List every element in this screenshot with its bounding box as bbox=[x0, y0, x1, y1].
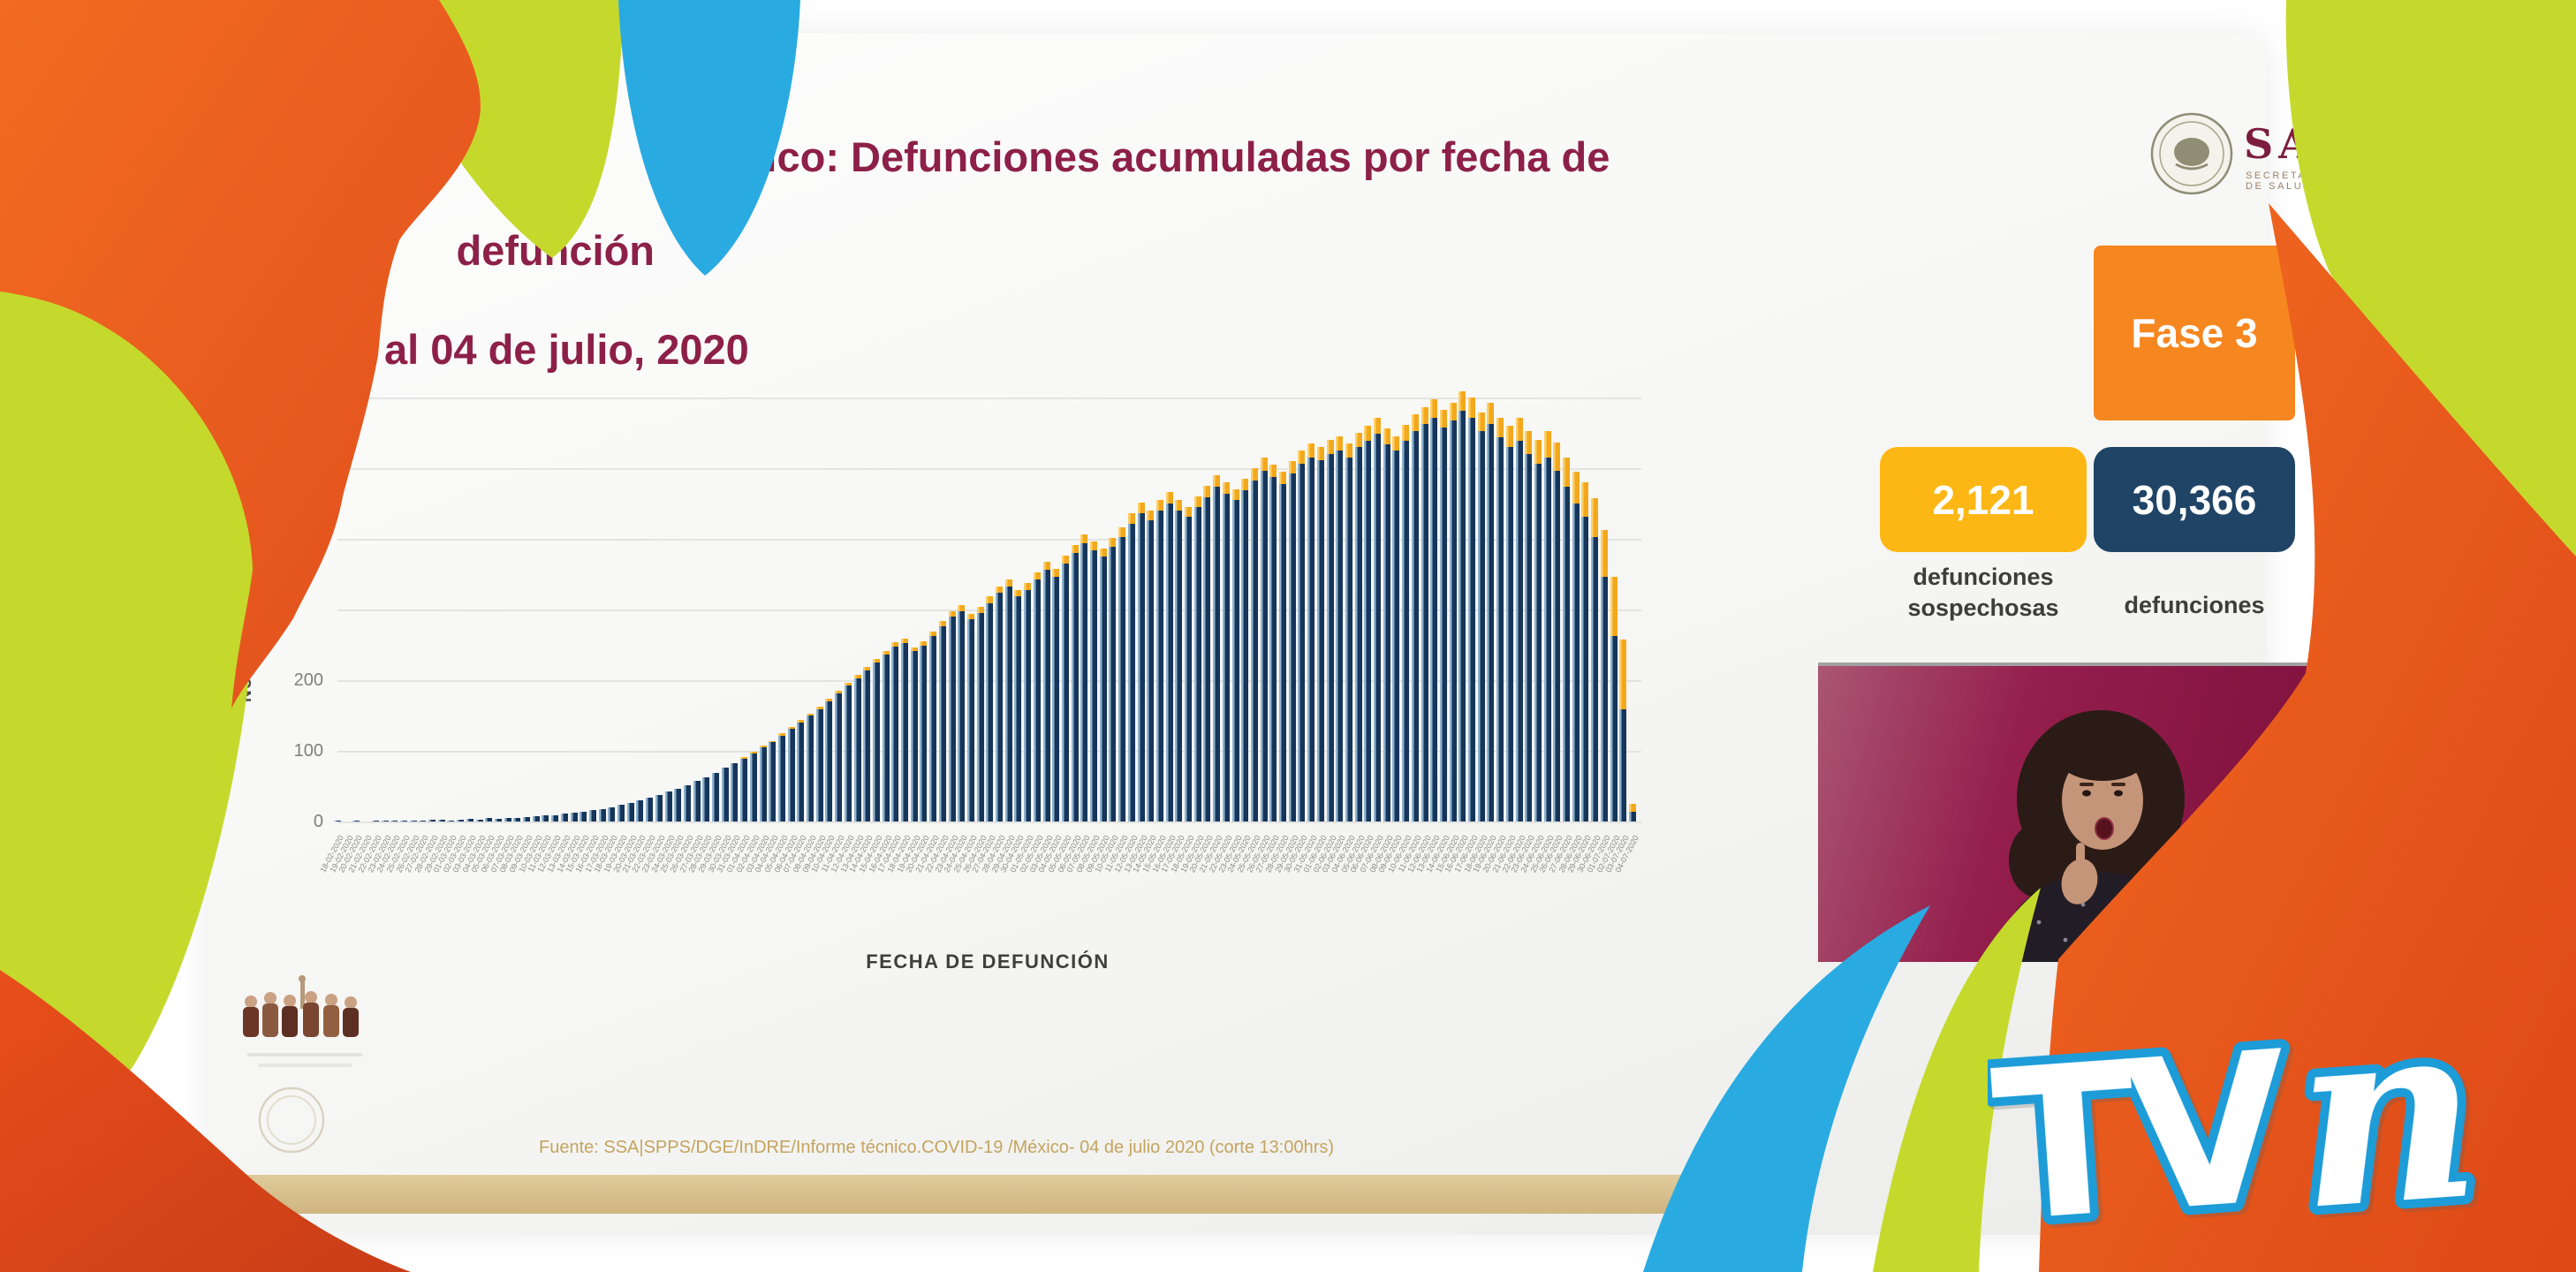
historical-figures-watermark bbox=[243, 975, 362, 1154]
salud-seal-icon bbox=[2150, 112, 2233, 195]
deco-lime-left-blob bbox=[0, 283, 257, 1164]
tvn-logo-tv-text: TV bbox=[1988, 1008, 2295, 1268]
tvn-channel-logo: TV n bbox=[1988, 989, 2496, 1272]
suspected-deaths-label: defunciones sospechosas bbox=[1862, 562, 2104, 624]
deco-blue-top-shape bbox=[618, 0, 800, 276]
slide-title-line1: México: Defunciones acumuladas por fecha… bbox=[685, 133, 1610, 180]
confirmed-deaths-label: defunciones bbox=[2124, 592, 2265, 618]
suspected-deaths-box: 2,121 bbox=[1880, 447, 2087, 552]
phase-badge: Fase 3 bbox=[2094, 246, 2295, 420]
figures-group bbox=[243, 991, 359, 1037]
ghost-seal-icon bbox=[258, 1086, 325, 1154]
tvn-logo-n-text: n bbox=[2287, 989, 2487, 1266]
deco-orange-top-left-blob bbox=[0, 0, 481, 708]
confirmed-deaths-box: 30,366 bbox=[2094, 447, 2295, 552]
suspected-label-line2: sospechosas bbox=[1907, 594, 2059, 622]
deco-lime-top-right-blob bbox=[2285, 0, 2576, 572]
deco-blue-bottom-swoosh bbox=[1643, 905, 1930, 1272]
suspected-label-line1: defunciones bbox=[1913, 564, 2054, 590]
slide-title-line3: al 04 de julio, 2020 bbox=[384, 326, 749, 373]
deco-orange-right-blob bbox=[2039, 203, 2576, 1272]
deco-red-bottom-left-blob bbox=[0, 970, 411, 1272]
deco-lime-bottom-swoosh bbox=[1873, 888, 2041, 1272]
